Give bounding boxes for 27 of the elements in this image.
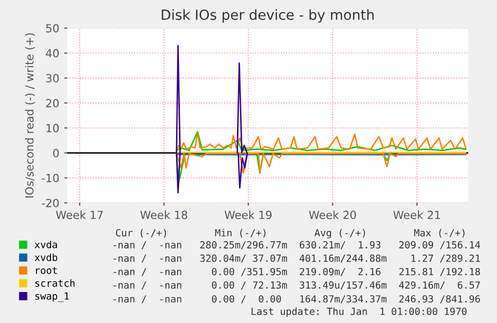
x-tick-label: Week 18 [140,210,188,220]
text: Last update: Thu Jan 1 01:00:00 1970 [252,307,467,317]
y-tick-label: 0 [53,148,59,158]
text: -nan / -nan 320.04m/ 37.07m 401.16m/244.88m 1.27 /289.21 [114,254,480,263]
text: -nan / -nan 0.00 /351.95m 219.09m/ 2.16 215.81 /192.18 [114,268,480,276]
y-tick-label: 30 [46,74,59,82]
legend-label: scratch [35,279,74,287]
y-tick-label: -10 [42,174,59,182]
x-tick-label: Week 19 [224,210,272,220]
legend-label: swap_1 [35,292,69,302]
legend-label: xvda [34,240,57,248]
y-tick-label: -20 [42,198,59,208]
legend-label: xvdb [34,254,58,262]
chart-title: Disk IOs per device - by month [162,9,374,23]
legend-label: root [36,266,57,274]
text: -nan / -nan 280.25m/296.77m 630.21m/ 1.93 209.09 /156.14 [114,241,480,250]
y-tick-label: 10 [46,124,59,132]
text: -nan / -nan 0.00 / 0.00 164.87m/334.37m 246.93 /841.96 [114,295,480,304]
x-tick-label: Week 17 [56,210,103,220]
x-tick-label: Week 21 [393,210,440,220]
x-tick-label: Week 20 [308,210,356,220]
text: -nan / -nan 0.00 / 72.13m 313.49u/157.46m 429.16m/ 6.57 [114,281,480,290]
text: Cur (-/+) Min (-/+) Avg (-/+) Max (-/+) [116,228,464,238]
y-tick-label: 50 [46,24,59,32]
y-tick-label: 20 [46,98,59,108]
y-tick-label: 40 [46,49,59,58]
y-axis-title: IOs/second read (-) / write (+) [25,33,35,198]
